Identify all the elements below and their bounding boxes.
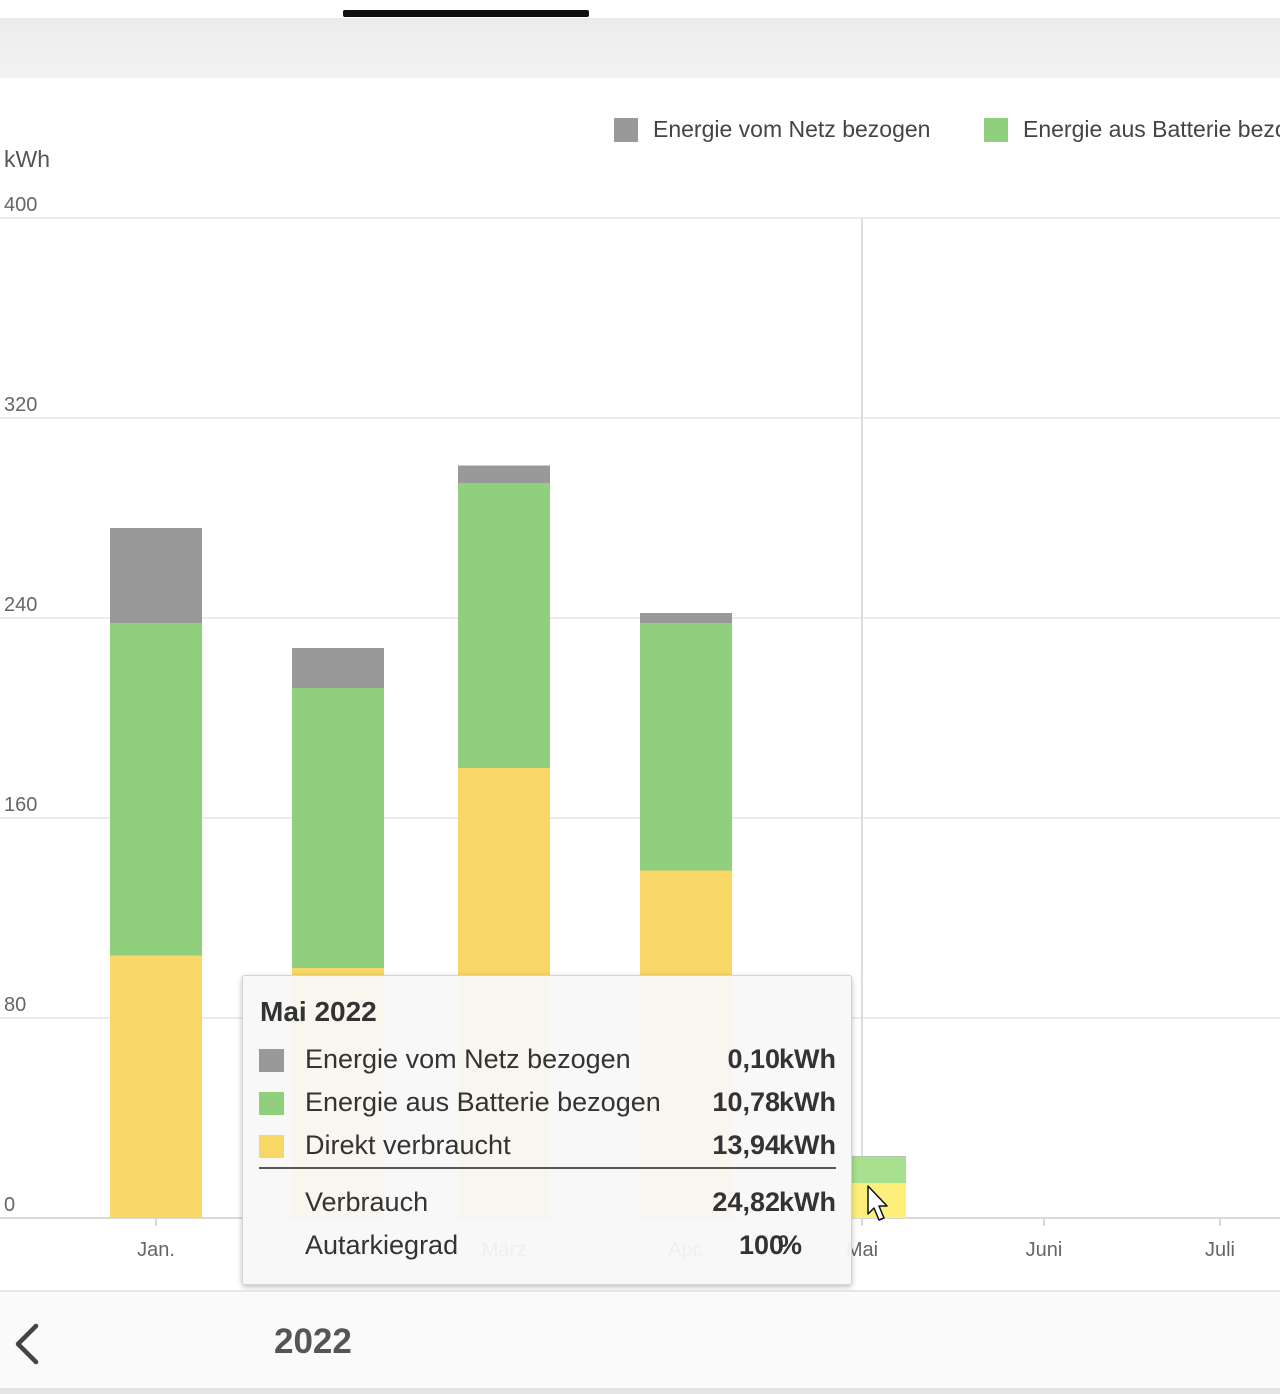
tooltip-unit: kWh <box>779 1044 836 1074</box>
x-tick-label-4: Mai <box>846 1239 878 1261</box>
tooltip-autarky-unit: % <box>777 1230 802 1260</box>
tooltip-separator <box>259 1167 836 1169</box>
x-tick-label-6: Juli <box>1205 1239 1235 1261</box>
y-tick-label-400: 400 <box>4 194 37 216</box>
year-label: 2022 <box>274 1322 352 1361</box>
tooltip-unit: kWh <box>779 1130 836 1160</box>
bar-jan-series-0 <box>110 955 202 1218</box>
tooltip-swatch-battery <box>259 1092 284 1115</box>
chart-tooltip: Mai 2022 Energie vom Netz bezogen 0,10 k… <box>242 975 852 1285</box>
chevron-left-icon[interactable] <box>8 1322 48 1366</box>
tooltip-value: 10,78 <box>712 1087 780 1117</box>
tooltip-total-value: 24,82 <box>712 1187 780 1217</box>
top-strip <box>0 0 1280 18</box>
tooltip-autarky-label: Autarkiegrad <box>305 1230 459 1260</box>
tooltip-row-grid: Energie vom Netz bezogen 0,10 kWh <box>259 1044 836 1078</box>
tooltip-value: 0,10 <box>727 1044 780 1074</box>
tooltip-value: 13,94 <box>712 1130 780 1160</box>
bar-mai-series-1 <box>850 1156 906 1184</box>
tooltip-row-total: Verbrauch 24,82 kWh <box>259 1187 836 1221</box>
tooltip-total-unit: kWh <box>779 1187 836 1217</box>
tooltip-row-battery: Energie aus Batterie bezogen 10,78 kWh <box>259 1087 836 1121</box>
y-tick-label-320: 320 <box>4 394 37 416</box>
tooltip-unit: kWh <box>779 1087 836 1117</box>
top-indicator <box>343 10 589 17</box>
tooltip-swatch-direct <box>259 1135 284 1158</box>
bar-jan-series-1 <box>110 623 202 956</box>
legend-item-battery[interactable]: Energie aus Batterie bezogen <box>984 116 1280 143</box>
tooltip-row-autarky: Autarkiegrad 100 % <box>259 1230 836 1264</box>
tooltip-swatch-grid <box>259 1049 284 1072</box>
bar-apr-series-1 <box>640 623 732 871</box>
y-tick-label-0: 0 <box>4 1194 15 1216</box>
x-tick-label-0: Jan. <box>137 1239 175 1261</box>
y-tick-label-240: 240 <box>4 594 37 616</box>
tooltip-total-label: Verbrauch <box>305 1187 429 1217</box>
tooltip-title: Mai 2022 <box>260 996 377 1027</box>
bar-jan-series-2 <box>110 528 202 623</box>
x-tick-label-5: Juni <box>1026 1239 1063 1261</box>
y-tick-label-160: 160 <box>4 794 37 816</box>
bar-feb-series-2 <box>292 648 384 688</box>
tooltip-label: Energie aus Batterie bezogen <box>305 1087 661 1117</box>
legend-label-battery: Energie aus Batterie bezogen <box>1023 116 1280 142</box>
bar-mai-series-2 <box>850 1155 906 1157</box>
top-bar <box>0 18 1280 78</box>
bar-apr-series-2 <box>640 613 732 623</box>
legend-item-grid[interactable]: Energie vom Netz bezogen <box>614 116 930 143</box>
tooltip-label: Energie vom Netz bezogen <box>305 1044 631 1074</box>
legend-swatch-grid <box>614 117 638 142</box>
legend-label-grid: Energie vom Netz bezogen <box>653 116 931 142</box>
y-axis-unit: kWh <box>4 146 50 172</box>
tooltip-label: Direkt verbraucht <box>305 1130 511 1160</box>
legend-swatch-battery <box>984 117 1008 142</box>
bar-märz-series-2 <box>458 465 550 483</box>
bar-märz-series-1 <box>458 483 550 768</box>
y-tick-label-80: 80 <box>4 994 26 1016</box>
tooltip-autarky-value: 100 <box>738 1230 784 1260</box>
bar-feb-series-1 <box>292 688 384 968</box>
mouse-cursor-icon <box>867 1185 888 1221</box>
bottom-edge <box>0 1388 1280 1394</box>
tooltip-row-direct: Direkt verbraucht 13,94 kWh <box>259 1130 836 1164</box>
period-navigation: 2022 <box>0 1290 1280 1392</box>
